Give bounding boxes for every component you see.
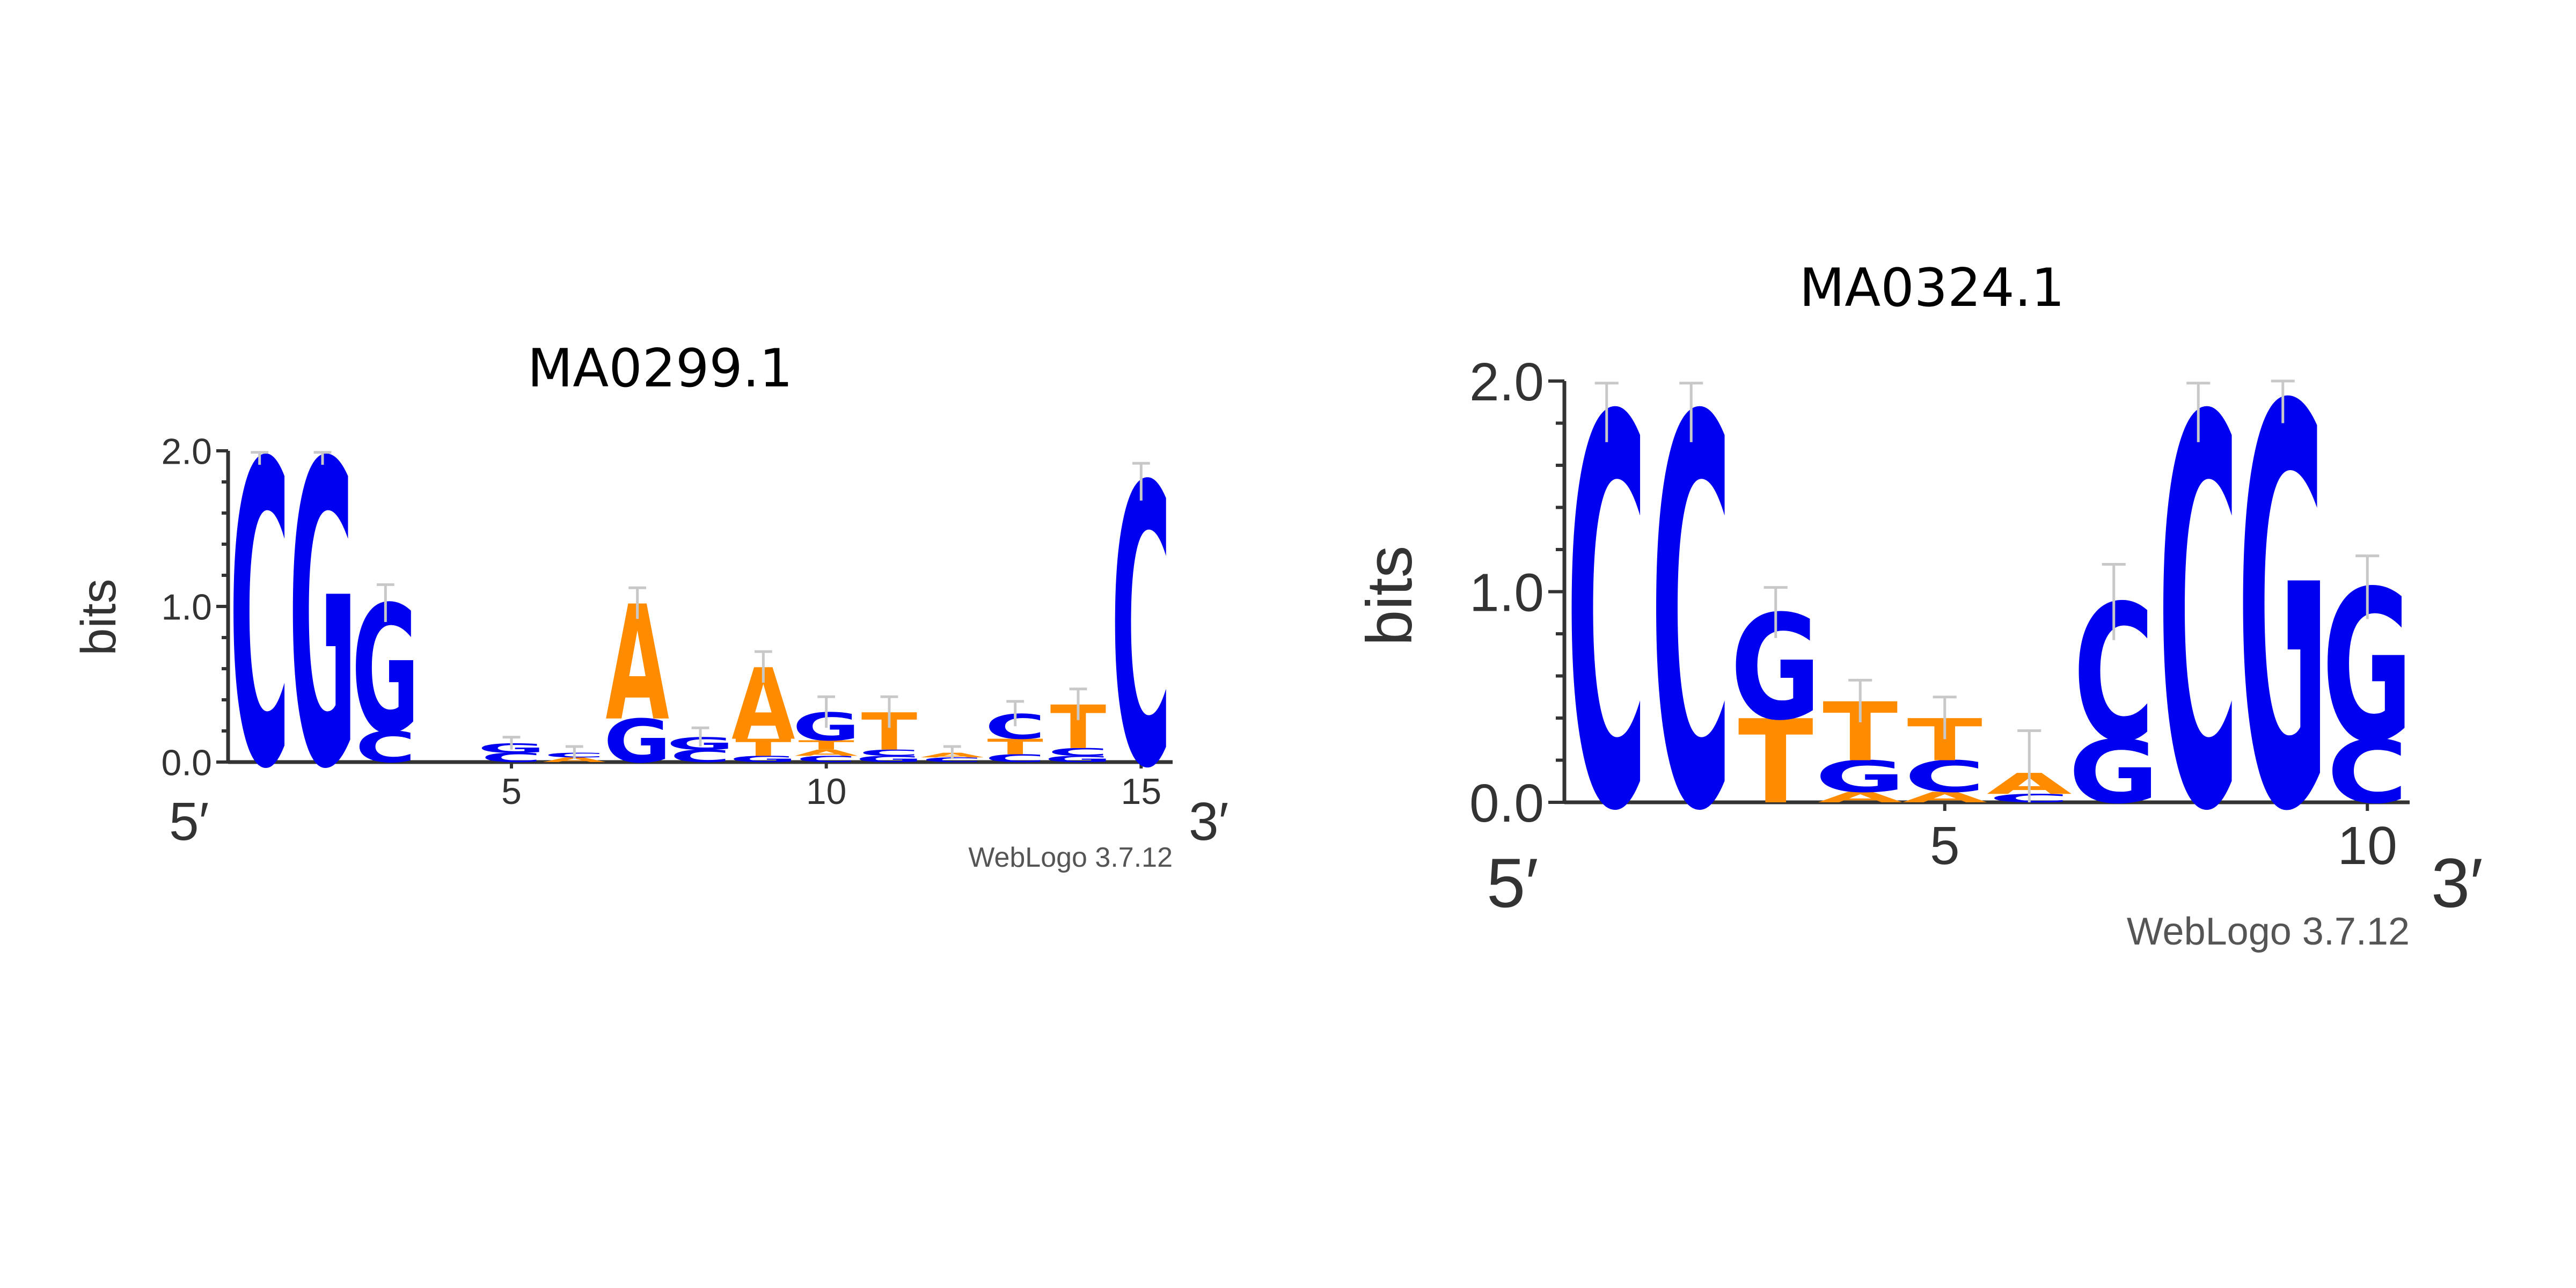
logo-letter-G-pos9: G bbox=[729, 754, 797, 764]
three-prime-label: 3′ bbox=[1189, 792, 1228, 852]
x-tick-label: 15 bbox=[1121, 771, 1162, 812]
five-prime-label: 5′ bbox=[1487, 844, 1539, 922]
x-tick-label: 10 bbox=[806, 771, 847, 812]
y-axis-label: bits bbox=[1353, 546, 1425, 646]
x-tick-label: 10 bbox=[2338, 816, 2397, 876]
logo-letter-T-pos10: T bbox=[798, 738, 854, 753]
logo-letter-C-pos10: C bbox=[2327, 722, 2408, 823]
logo-letter-C-pos1: C bbox=[229, 376, 289, 860]
logo-letter-A-pos4: A bbox=[1818, 789, 1903, 806]
logo-letter-C-pos13: C bbox=[985, 752, 1045, 765]
logo-letter-G-pos14: G bbox=[1044, 754, 1112, 764]
panel-title: MA0299.1 bbox=[528, 338, 793, 399]
logo-letter-T-pos9: T bbox=[735, 734, 792, 762]
y-tick-label: 1.0 bbox=[161, 587, 212, 627]
logo-letter-A-pos6: A bbox=[543, 756, 606, 764]
three-prime-label: 3′ bbox=[2431, 844, 2483, 922]
logo-letter-C-pos5: C bbox=[481, 750, 541, 765]
logo-letter-C-pos10: C bbox=[796, 754, 856, 764]
y-tick-label: 0.0 bbox=[161, 742, 212, 783]
error-bars bbox=[251, 451, 1150, 759]
logo-letter-C-pos11: C bbox=[859, 748, 919, 758]
axes: 0.0 1.0 2.0 5 10 bbox=[1469, 352, 2410, 876]
five-prime-label: 5′ bbox=[169, 792, 209, 852]
logo-letter-C-pos8: C bbox=[670, 747, 730, 766]
y-tick-label: 2.0 bbox=[161, 431, 212, 472]
logo-letter-G-pos7: G bbox=[2068, 722, 2159, 823]
x-tick-label: 5 bbox=[501, 771, 522, 812]
logo-letter-G-pos11: G bbox=[855, 754, 923, 764]
logo-letter-C-pos12: C bbox=[922, 756, 982, 764]
axes: 0.0 1.0 2.0 5 10 15 bbox=[161, 431, 1173, 812]
logo-letter-G-pos2: G bbox=[289, 376, 356, 860]
y-axis-label: bits bbox=[71, 579, 126, 655]
logo-letter-A-pos5: A bbox=[1902, 789, 1987, 806]
logo-letter-G-pos4: G bbox=[1815, 751, 1906, 802]
x-tick-label: 5 bbox=[1930, 816, 1960, 876]
y-tick-label: 1.0 bbox=[1469, 563, 1544, 623]
logo-letter-A-pos10: A bbox=[794, 748, 858, 758]
logo-letter-C-pos14: C bbox=[1048, 746, 1108, 758]
error-bars bbox=[1594, 379, 2380, 802]
logo-letter-C-pos3: C bbox=[355, 722, 415, 772]
logo-letter-G-pos7: G bbox=[604, 707, 671, 777]
logo-letter-T-pos13: T bbox=[987, 735, 1043, 759]
y-tick-label: 0.0 bbox=[1469, 773, 1544, 833]
panel-title: MA0324.1 bbox=[1799, 258, 2065, 319]
y-tick-label: 2.0 bbox=[1469, 352, 1544, 412]
logo-letter-T-pos3: T bbox=[1738, 696, 1813, 830]
weblogo-footer: WebLogo 3.7.12 bbox=[968, 842, 1173, 873]
logo-letter-C-pos5: C bbox=[1904, 751, 1985, 802]
weblogo-footer: WebLogo 3.7.12 bbox=[2127, 910, 2410, 953]
